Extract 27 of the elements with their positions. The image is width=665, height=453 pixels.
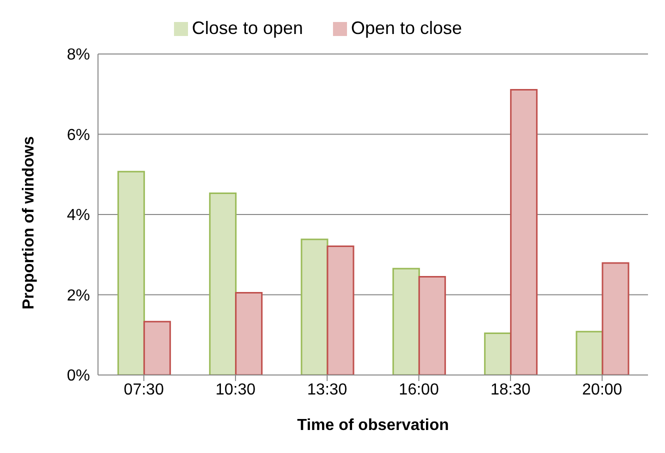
y-tick-label: 0% (66, 368, 90, 385)
x-tick-label: 16:00 (398, 381, 439, 398)
x-tick-label: 13:30 (307, 381, 348, 398)
bar (392, 268, 420, 375)
bar (418, 276, 446, 375)
bar (143, 320, 171, 375)
legend-label: Open to close (351, 18, 462, 38)
bar (510, 88, 538, 375)
x-tick-label: 18:30 (490, 381, 531, 398)
x-axis-title: Time of observation (297, 417, 449, 434)
x-tick-label: 10:30 (215, 381, 256, 398)
y-tick-label: 4% (66, 207, 90, 224)
x-tick-label: 20:00 (582, 381, 622, 398)
bar (300, 238, 328, 375)
bar (576, 330, 604, 375)
bar (602, 262, 630, 375)
y-tick-label: 8% (66, 46, 90, 64)
bar (117, 170, 145, 375)
legend-label: Close to open (192, 18, 303, 38)
x-tick-label: 07:30 (124, 381, 164, 398)
y-axis-title: Proportion of windows (20, 136, 38, 310)
bar (484, 332, 512, 375)
y-tick-label: 6% (66, 126, 90, 144)
bar (326, 245, 354, 375)
bar (235, 292, 263, 375)
bar (209, 192, 237, 375)
y-tick-label: 2% (66, 287, 90, 304)
